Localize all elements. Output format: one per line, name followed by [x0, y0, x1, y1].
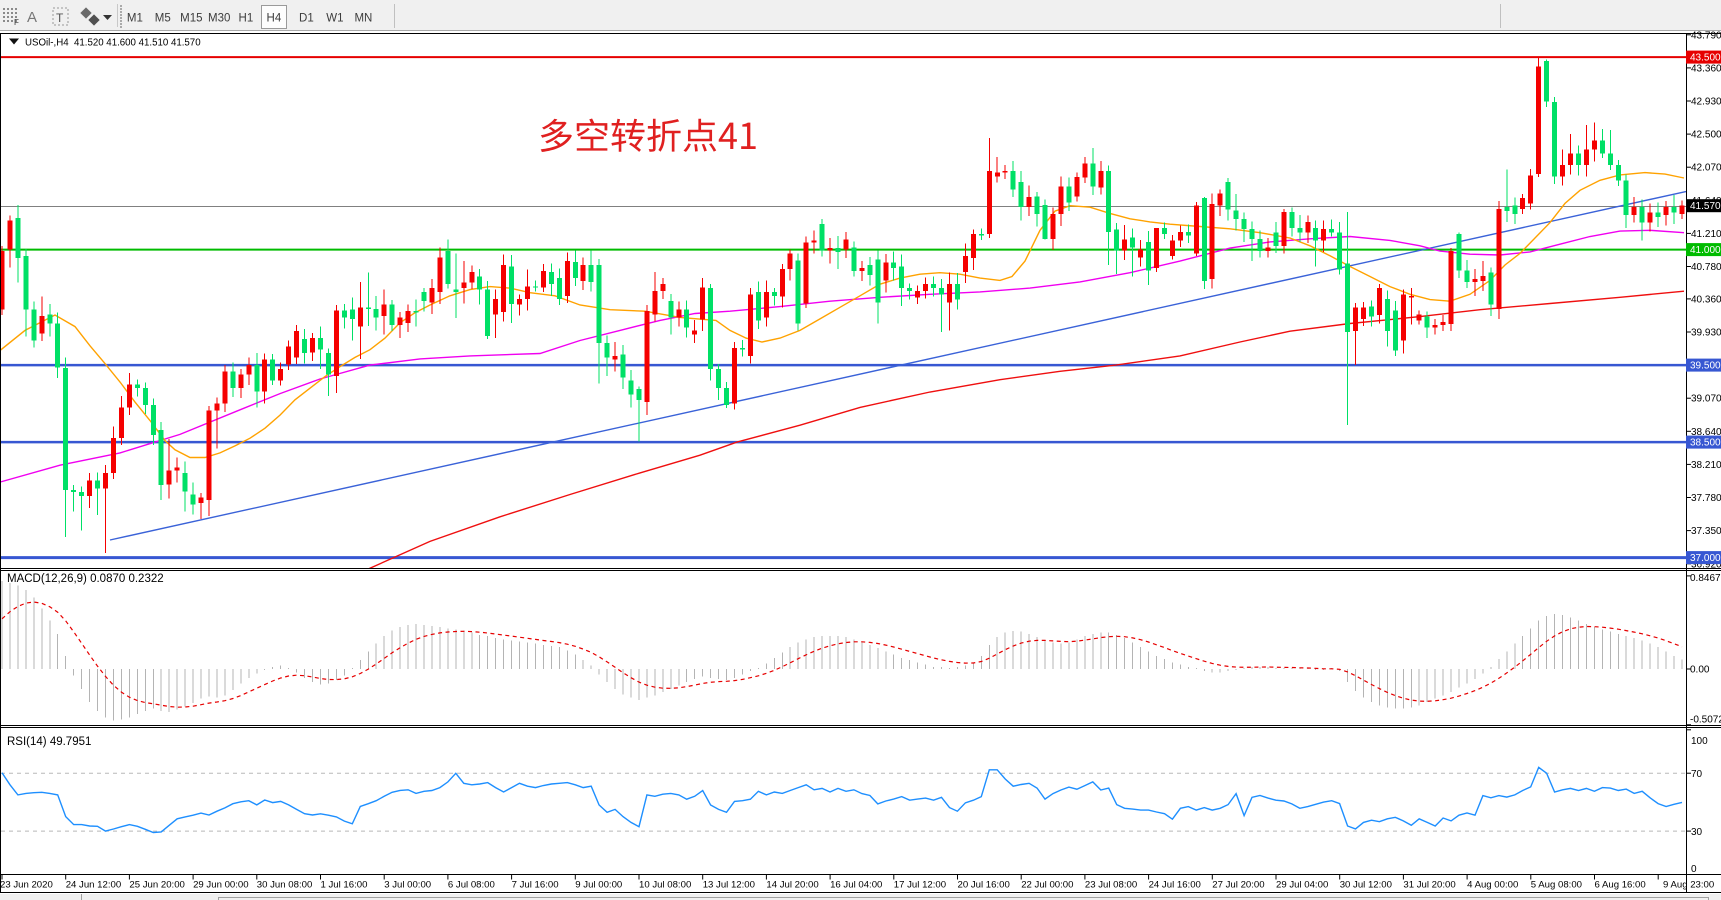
svg-text:D1: D1 — [299, 13, 314, 25]
svg-text:42.070: 42.070 — [1691, 163, 1721, 174]
svg-text:70: 70 — [1691, 769, 1703, 780]
svg-text:30: 30 — [1691, 827, 1703, 838]
svg-text:16 Jul 04:00: 16 Jul 04:00 — [830, 880, 882, 891]
svg-text:4 Aug 00:00: 4 Aug 00:00 — [1467, 880, 1518, 891]
svg-text:40.360: 40.360 — [1691, 294, 1721, 305]
svg-text:6 Aug 16:00: 6 Aug 16:00 — [1595, 880, 1646, 891]
svg-text:39.930: 39.930 — [1691, 328, 1721, 339]
svg-text:MACD(12,26,9) 0.0870 0.2322: MACD(12,26,9) 0.0870 0.2322 — [7, 573, 164, 585]
svg-text:39.500: 39.500 — [1690, 361, 1721, 372]
svg-text:40.780: 40.780 — [1691, 262, 1721, 273]
svg-text:-0.5072: -0.5072 — [1690, 715, 1721, 726]
svg-text:17 Jul 12:00: 17 Jul 12:00 — [894, 880, 946, 891]
svg-text:29 Jul 04:00: 29 Jul 04:00 — [1276, 880, 1328, 891]
svg-text:30 Jul 12:00: 30 Jul 12:00 — [1340, 880, 1392, 891]
svg-text:41.570: 41.570 — [1690, 201, 1721, 212]
svg-text:37.000: 37.000 — [1690, 553, 1721, 564]
svg-text:30 Jun 08:00: 30 Jun 08:00 — [257, 880, 312, 891]
svg-text:0.8467: 0.8467 — [1690, 573, 1721, 584]
svg-text:13 Jul 12:00: 13 Jul 12:00 — [703, 880, 755, 891]
svg-text:H4: H4 — [267, 13, 282, 25]
svg-text:7 Jul 16:00: 7 Jul 16:00 — [512, 880, 559, 891]
svg-text:22 Jul 00:00: 22 Jul 00:00 — [1021, 880, 1073, 891]
svg-text:0: 0 — [1691, 864, 1697, 875]
svg-text:37.350: 37.350 — [1691, 526, 1721, 537]
svg-text:A: A — [27, 9, 37, 26]
svg-text:T: T — [56, 11, 64, 25]
svg-text:27 Jul 20:00: 27 Jul 20:00 — [1212, 880, 1264, 891]
svg-text:9 Aug 23:00: 9 Aug 23:00 — [1663, 880, 1714, 891]
svg-text:36.920: 36.920 — [1691, 559, 1721, 570]
svg-text:43.500: 43.500 — [1690, 53, 1721, 64]
svg-text:3 Jul 00:00: 3 Jul 00:00 — [384, 880, 431, 891]
svg-text:25 Jun 20:00: 25 Jun 20:00 — [129, 880, 184, 891]
svg-text:42.500: 42.500 — [1691, 130, 1721, 141]
svg-text:43.790: 43.790 — [1691, 30, 1721, 41]
svg-text:MN: MN — [354, 13, 372, 25]
svg-text:RSI(14) 49.7951: RSI(14) 49.7951 — [7, 736, 91, 748]
svg-text:23 Jun 2020: 23 Jun 2020 — [0, 880, 53, 891]
svg-text:M15: M15 — [180, 13, 202, 25]
svg-text:10 Jul 08:00: 10 Jul 08:00 — [639, 880, 691, 891]
svg-text:23 Jul 08:00: 23 Jul 08:00 — [1085, 880, 1137, 891]
svg-text:31 Jul 20:00: 31 Jul 20:00 — [1403, 880, 1455, 891]
svg-text:42.930: 42.930 — [1691, 97, 1721, 108]
svg-text:6 Jul 08:00: 6 Jul 08:00 — [448, 880, 495, 891]
svg-text:100: 100 — [1691, 736, 1708, 747]
svg-text:0.00: 0.00 — [1690, 665, 1710, 676]
svg-text:41.000: 41.000 — [1690, 245, 1721, 256]
svg-text:20 Jul 16:00: 20 Jul 16:00 — [958, 880, 1010, 891]
svg-text:M30: M30 — [208, 13, 230, 25]
svg-text:USOil-,H4 41.520 41.600 41.51: USOil-,H4 41.520 41.600 41.510 41.570 — [25, 38, 201, 49]
svg-text:F: F — [14, 18, 19, 27]
svg-text:37.780: 37.780 — [1691, 493, 1721, 504]
svg-text:24 Jul 16:00: 24 Jul 16:00 — [1149, 880, 1201, 891]
svg-text:38.210: 38.210 — [1691, 460, 1721, 471]
svg-text:H1: H1 — [239, 13, 254, 25]
svg-text:29 Jun 00:00: 29 Jun 00:00 — [193, 880, 248, 891]
svg-text:14 Jul 20:00: 14 Jul 20:00 — [766, 880, 818, 891]
svg-text:5 Aug 08:00: 5 Aug 08:00 — [1531, 880, 1582, 891]
svg-text:41.210: 41.210 — [1691, 229, 1721, 240]
svg-text:M1: M1 — [127, 13, 143, 25]
svg-text:9 Jul 00:00: 9 Jul 00:00 — [575, 880, 622, 891]
svg-text:1 Jul 16:00: 1 Jul 16:00 — [321, 880, 368, 891]
svg-text:M5: M5 — [155, 13, 171, 25]
svg-text:43.360: 43.360 — [1691, 63, 1721, 74]
svg-text:39.070: 39.070 — [1691, 394, 1721, 405]
svg-text:24 Jun 12:00: 24 Jun 12:00 — [66, 880, 121, 891]
svg-text:38.500: 38.500 — [1690, 438, 1721, 449]
svg-text:38.640: 38.640 — [1691, 427, 1721, 438]
svg-text:W1: W1 — [326, 13, 343, 25]
